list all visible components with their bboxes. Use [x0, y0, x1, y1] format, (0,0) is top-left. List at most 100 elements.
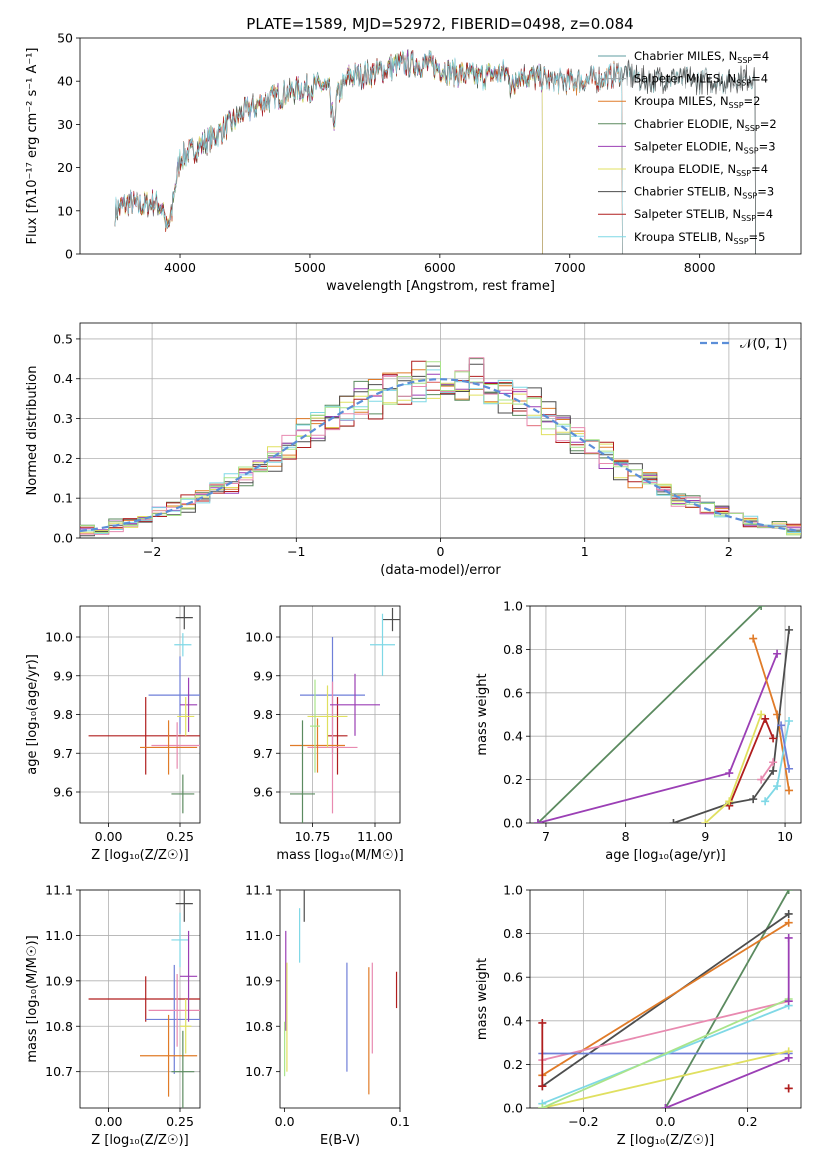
x-tick-label: −2 [143, 544, 161, 559]
y-axis-label: mass weight [475, 958, 490, 1040]
error-bar-point [145, 964, 200, 1074]
mass-vs-extinction-panel: 0.0 0.1 10.7 10.8 10.9 11.0 11.1 E(B-V) [245, 883, 410, 1149]
error-bar-point [148, 656, 200, 734]
spectrum-line-8 [114, 49, 623, 254]
y-tick-label: 10.0 [245, 630, 273, 645]
x-tick-label: −1 [287, 544, 305, 559]
legend-entry: Kroupa STELIB, NSSP=5 [634, 230, 765, 246]
y-tick-label: 9.7 [253, 746, 273, 761]
plot-area [88, 606, 200, 814]
legend: Chabrier MILES, NSSP=4 Salpeter MILES, NS… [598, 49, 777, 246]
weight-line-5 [704, 714, 762, 823]
x-axis-label: E(B-V) [320, 1133, 360, 1148]
y-axis-label: Flux [fλ10⁻¹⁷ erg cm⁻² s⁻¹ A⁻¹] [25, 48, 40, 245]
y-tick-label: 10.9 [245, 973, 273, 988]
error-bar-point [370, 613, 395, 676]
weight-marker [538, 1082, 547, 1091]
y-tick-label: 0.0 [53, 531, 73, 546]
weight-line-7 [541, 998, 790, 1108]
weight-marker [784, 918, 793, 927]
weight-marker [538, 1018, 547, 1027]
plot-area [80, 357, 801, 537]
y-tick-label: 0.0 [503, 816, 523, 831]
y-tick-label: 9.6 [253, 785, 273, 800]
x-tick-label: 7 [542, 829, 550, 844]
y-tick-label: 0.4 [503, 729, 523, 744]
x-tick-label: 4000 [164, 260, 196, 275]
x-tick-label: 0.00 [95, 829, 123, 844]
weight-line-6 [541, 1004, 790, 1105]
weight-marker [661, 1104, 670, 1108]
weight-marker [784, 890, 793, 894]
error-bar-point [175, 890, 193, 922]
weight-marker [749, 634, 758, 643]
weight-marker [761, 797, 770, 806]
weight-marker [785, 717, 794, 726]
y-axis-label: mass weight [475, 673, 490, 755]
error-bar-point [290, 720, 315, 823]
x-tick-label: 10.75 [295, 829, 331, 844]
plot-area [290, 607, 400, 823]
error-bar-point [330, 673, 380, 736]
legend-entry: Salpeter MILES, NSSP=4 [634, 72, 768, 88]
weight-line-3 [542, 1000, 789, 1061]
weight-marker [769, 766, 778, 775]
histogram-step-8 [80, 361, 801, 536]
y-axis-label: Normed distribution [25, 366, 40, 496]
x-tick-label: 11.00 [357, 829, 393, 844]
y-tick-label: 1.0 [503, 599, 523, 614]
error-bar-point [148, 974, 200, 1047]
plot-area [538, 890, 793, 1108]
error-bar-point [327, 697, 348, 775]
weight-vs-age-panel: 7 8 9 10 0.0 0.2 0.4 0.6 0.8 1.0 age [log₁₀(age/yr… [475, 599, 802, 863]
error-bar-point [180, 999, 192, 1054]
y-tick-label: 20 [57, 160, 73, 175]
age-vs-mass-panel: 10.75 11.00 9.6 9.7 9.8 9.9 10.0 mass [log₁₀(M/… [245, 605, 404, 863]
y-tick-label: 10.8 [245, 1019, 273, 1034]
error-bar-point [171, 1030, 195, 1108]
weight-marker [761, 714, 770, 723]
residuals-panel: −2 −1 0 1 2 0.0 0.1 0.2 0.3 0.4 0.5 (data-model)/er… [25, 322, 802, 578]
y-tick-label: 0.4 [53, 371, 73, 386]
y-tick-label: 9.7 [53, 746, 73, 761]
error-bar-point [310, 679, 320, 773]
x-axis-label: Z [log₁₀(Z/Z☉)] [91, 1133, 188, 1148]
weight-marker [725, 769, 734, 778]
legend-entry: 𝒩(0, 1) [740, 337, 787, 352]
weight-marker [784, 1053, 793, 1062]
weight-vs-metallicity-panel: −0.2 0.0 0.2 0.0 0.2 0.4 0.6 0.8 1.0 Z [log₁₀(Z/Z… [475, 883, 802, 1148]
y-tick-label: 0.8 [503, 926, 523, 941]
y-tick-label: 0 [65, 247, 73, 262]
weight-line-8 [760, 761, 774, 781]
error-bar-point [140, 1014, 198, 1097]
plot-area [114, 49, 756, 254]
x-tick-label: 6000 [424, 260, 456, 275]
y-tick-label: 11.1 [245, 883, 273, 898]
y-tick-label: 0.3 [53, 411, 73, 426]
error-bar-point [88, 976, 200, 1022]
age-vs-metallicity-panel: 0.00 0.25 9.6 9.7 9.8 9.9 10.0 Z [log₁₀(Z/Z☉)] a… [25, 605, 201, 863]
weight-line-5 [542, 1050, 789, 1108]
y-tick-label: 10.0 [45, 630, 73, 645]
spectrum-line-1 [114, 49, 756, 254]
plot-area [88, 890, 200, 1108]
axes-frame [79, 605, 201, 824]
error-bar-point [174, 633, 192, 657]
weight-marker [533, 819, 542, 823]
axes-frame [79, 37, 802, 255]
x-tick-label: 8 [622, 829, 630, 844]
y-tick-label: 9.9 [53, 668, 73, 683]
y-tick-label: 40 [57, 74, 73, 89]
plot-area [284, 890, 398, 1095]
weight-marker [784, 909, 793, 918]
error-bar-point [307, 685, 348, 748]
x-tick-label: 0.2 [738, 1114, 758, 1129]
weight-marker [701, 819, 710, 823]
error-bar-point [307, 681, 358, 814]
figure-title: PLATE=1589, MJD=52972, FIBERID=0498, z=0… [246, 15, 633, 33]
y-tick-label: 1.0 [503, 883, 523, 898]
y-tick-label: 0.6 [503, 685, 523, 700]
axes-frame [279, 889, 401, 1109]
y-tick-label: 0.1 [53, 491, 73, 506]
